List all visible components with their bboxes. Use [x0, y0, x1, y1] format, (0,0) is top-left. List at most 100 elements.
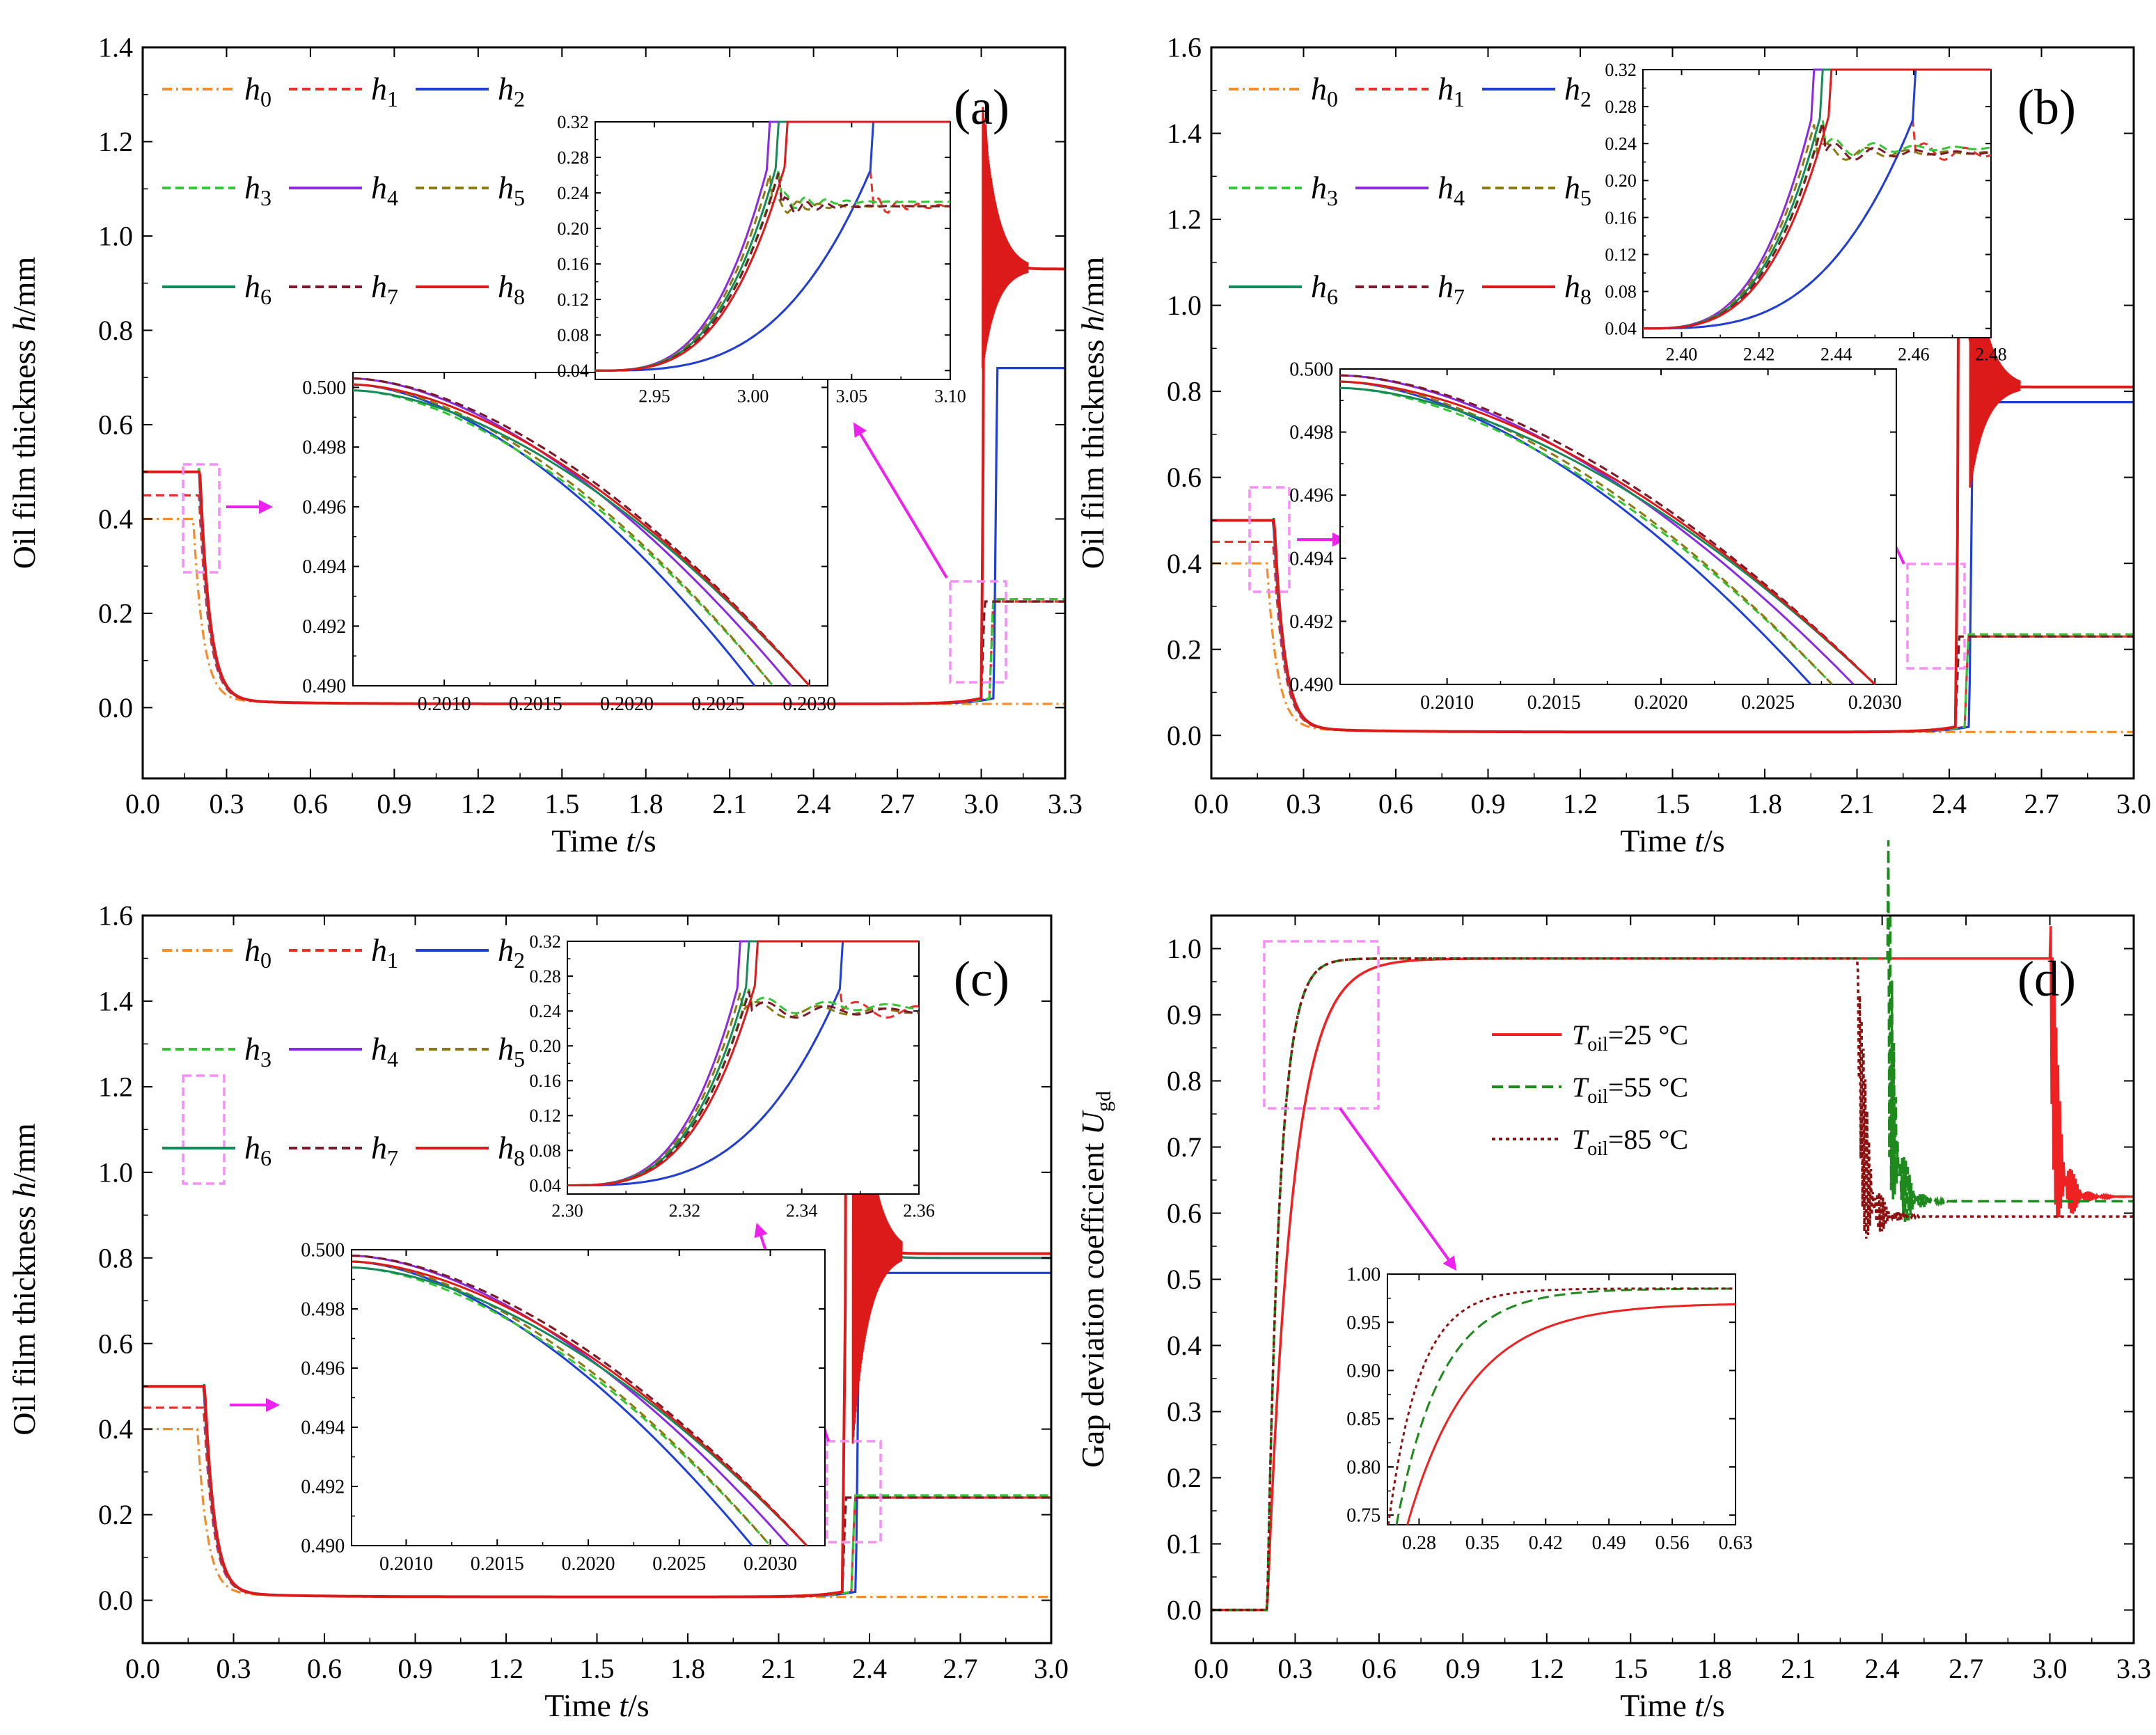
panel-c-xtick-label: 1.8: [670, 1653, 705, 1684]
legend-subscript: 5: [1580, 185, 1591, 210]
axis-label-part: [618, 823, 627, 858]
legend-h1-label: h1: [371, 71, 398, 111]
panel-d-xtick-label: 1.2: [1529, 1653, 1564, 1684]
axis-label-unit: /s: [635, 823, 656, 858]
panel-b-legend: h0 h1 h2 h3 h4 h5 h6 h7 h8: [1229, 71, 1591, 309]
panel-a-inset-left-ytick-label: 0.498: [302, 437, 346, 459]
panel-d-inset-xtick-label: 0.42: [1529, 1532, 1563, 1554]
panel-b-ytick-label: 1.4: [1167, 118, 1202, 149]
axis-label-part: film: [6, 1333, 42, 1395]
panel-b-ytick-label: 0.0: [1167, 720, 1202, 751]
legend-h5-label: h5: [1564, 170, 1591, 210]
legend-h2-label: h2: [1564, 71, 1591, 111]
series-h8-oscillation: [982, 107, 1029, 368]
legend-h6-label: h6: [244, 269, 272, 309]
panel-c-inset-right-ytick-label: 0.16: [529, 1071, 561, 1091]
inset-left-h6-line: [352, 389, 810, 687]
panel-c-xtick-label: 2.7: [943, 1653, 978, 1684]
panel-c-inset-right-xtick-label: 2.30: [551, 1201, 583, 1221]
panel-b-inset-right-ytick-label: 0.20: [1605, 171, 1637, 191]
panel-a-inset-left-ytick-label: 0.494: [302, 556, 346, 578]
panel-c-inset-right: 2.30 2.32 2.34 2.36 0.04 0.08 0.12 0.16 0.20 0.24…: [529, 932, 934, 1221]
panel-c-ylabel: Oil film thickness h/mm: [6, 1123, 42, 1436]
panel-b-inset-right-xtick-label: 2.46: [1898, 345, 1930, 365]
panel-d-inset-xtick-label: 0.63: [1719, 1532, 1753, 1554]
panel-a-inset-right-ytick-label: 0.16: [557, 254, 589, 274]
inset-right-h8-line: [1643, 68, 1991, 330]
axis-label-part: [6, 1198, 42, 1207]
inset-left-h5-line: [351, 1260, 771, 1546]
panel-c-inset-right-ytick-label: 0.12: [529, 1106, 561, 1126]
panel-c-axes: 0.0 0.3 0.6 0.9 1.2 1.5 1.8 2.1 2.4 2.7 3.00.00.20…: [98, 900, 1069, 1684]
panel-b-ytick-label: 0.2: [1167, 634, 1202, 665]
inset-bg: [1387, 1274, 1736, 1525]
panel-d-xtick-label: 2.7: [1949, 1653, 1983, 1684]
panel-c-ytick-label: 0.6: [98, 1328, 133, 1359]
panel-d-ytick-label: 0.0: [1167, 1594, 1202, 1626]
panel-c-ytick-label: 0.4: [98, 1413, 133, 1445]
inset-left-h6-line: [351, 1266, 808, 1547]
legend-subscript: 8: [1580, 284, 1591, 309]
panel-a-xtick-label: 0.3: [209, 788, 244, 819]
inset-left-h5-line: [352, 383, 774, 686]
zoom-arrow-2: [853, 422, 948, 579]
panel-c-inset-right-ytick-label: 0.28: [529, 966, 561, 987]
axis-label-symbol: h: [6, 315, 42, 331]
panel-b-label: (b): [2017, 79, 2076, 135]
legend-h2-label: h2: [498, 71, 525, 111]
panel-a-xtick-label: 2.1: [712, 788, 747, 819]
legend-h3-label: h3: [1311, 170, 1338, 210]
panel-a-xtick-label: 0.9: [377, 788, 411, 819]
series-h8-line: [143, 124, 1065, 705]
panel-a-ytick-label: 1.2: [98, 126, 133, 157]
legend-h4-label: h4: [1438, 170, 1465, 210]
panel-b-xtick-label: 0.3: [1286, 788, 1321, 819]
panel-c-inset-right-ytick-label: 0.04: [529, 1175, 561, 1195]
axis-label-unit: /mm: [1075, 257, 1110, 316]
panel-b-xtick-label: 0.0: [1194, 788, 1229, 819]
panel-a-xtick-label: 2.4: [796, 788, 831, 819]
legend-series-0-label: Toil=25 °C: [1572, 1019, 1688, 1055]
panel-c-inset-left-xtick-label: 0.2020: [562, 1553, 615, 1575]
panel-b-inset-right-xtick-label: 2.40: [1666, 345, 1698, 365]
panel-c-ytick-label: 0.8: [98, 1242, 133, 1273]
panel-a-inset-left-frame: [352, 372, 828, 686]
legend-series-1-label: Toil=55 °C: [1572, 1071, 1688, 1108]
panel-a-inset-right-xtick-label: 3.05: [836, 386, 868, 407]
panel-a-inset-left-ytick-label: 0.490: [302, 676, 346, 698]
panel-a-inset-left-xtick-label: 0.2015: [509, 693, 562, 715]
panel-b-inset-right-xtick-label: 2.44: [1820, 345, 1852, 365]
legend-subscript: 1: [387, 86, 398, 111]
panel-b-inset-right-ytick-label: 0.24: [1605, 134, 1637, 154]
panel-a-xtick-label: 3.0: [964, 788, 999, 819]
panel-b-inset-right-ytick-label: 0.28: [1605, 97, 1637, 117]
panel-c-ytick-label: 1.4: [98, 986, 133, 1017]
zoom-box-2: [1906, 563, 1966, 670]
legend-h8-label: h8: [1564, 269, 1591, 309]
axis-label-symbol: h: [6, 1182, 42, 1198]
panel-c-inset-right-xtick-label: 2.34: [786, 1201, 818, 1221]
panel-d-ytick-label: 1.0: [1167, 933, 1202, 964]
legend-subscript: 8: [514, 284, 525, 309]
panel-c-xtick-label: 3.0: [1034, 1653, 1069, 1684]
panel-b-inset-right: 2.40 2.42 2.44 2.46 2.48 0.04 0.08 0.12 0.16 0.20…: [1605, 60, 2006, 365]
panel-d-inset-ytick-label: 0.95: [1346, 1312, 1380, 1334]
panel-a: 0.2010 0.2015 0.2020 0.2025 0.20300.4900.492…: [6, 32, 1083, 858]
panel-c: 0.2010 0.2015 0.2020 0.2025 0.20300.4900.492…: [6, 900, 1069, 1723]
panel-b-inset-left-ytick-label: 0.498: [1289, 422, 1333, 443]
axis-label-unit: /mm: [6, 1123, 42, 1182]
series-h8-oscillation: [851, 942, 903, 1444]
inset-series-1-line: [1395, 1287, 1736, 1525]
axis-label-part: deviation: [1075, 1287, 1110, 1415]
inset-left-bg: [352, 1250, 825, 1546]
panel-b-xtick-label: 2.1: [1840, 788, 1875, 819]
panel-a-xtick-label: 1.2: [461, 788, 496, 819]
zoom-box-1: [182, 1074, 226, 1185]
panel-c-inset-left-ytick-label: 0.498: [301, 1299, 345, 1321]
axis-label-unit: /s: [1703, 823, 1725, 858]
panel-c-inset-right-ytick-label: 0.24: [529, 1001, 561, 1021]
panel-b-inset-left-xtick-label: 0.2020: [1634, 692, 1687, 714]
legend-subscript: 0: [260, 86, 272, 111]
legend-subscript: 6: [260, 1145, 272, 1170]
inset-left-h8-line: [351, 1260, 808, 1547]
